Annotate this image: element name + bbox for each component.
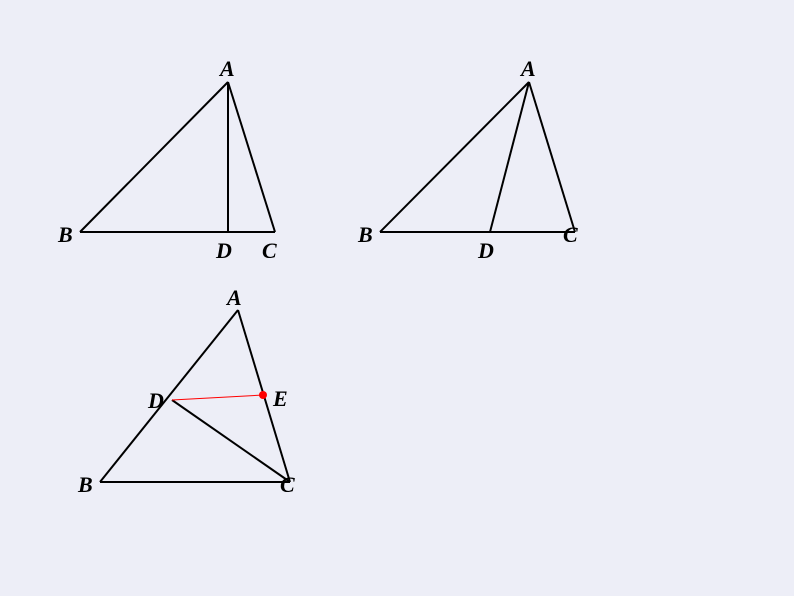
edge-ad [490,82,529,232]
edge-ab [380,82,529,232]
label-tr-b: B [358,222,373,248]
label-tl-d: D [216,238,232,264]
point-e [259,391,267,399]
label-b-e: E [273,386,288,412]
edge-ca [529,82,575,232]
edge-de [172,395,263,400]
edge-dc [172,400,290,482]
label-b-d: D [148,388,164,414]
edge-ca [228,82,275,232]
triangle-bottom [100,310,290,482]
label-tl-b: B [58,222,73,248]
triangle-top-right [380,82,575,232]
label-tr-a: A [521,56,536,82]
edge-ab [80,82,228,232]
label-tr-d: D [478,238,494,264]
geometry-canvas [0,0,794,596]
triangle-top-left [80,82,275,232]
label-tl-c: C [262,238,277,264]
label-tl-a: A [220,56,235,82]
label-b-c: C [280,472,295,498]
label-b-b: B [78,472,93,498]
label-b-a: A [227,285,242,311]
label-tr-c: C [563,222,578,248]
edge-ab [100,310,238,482]
